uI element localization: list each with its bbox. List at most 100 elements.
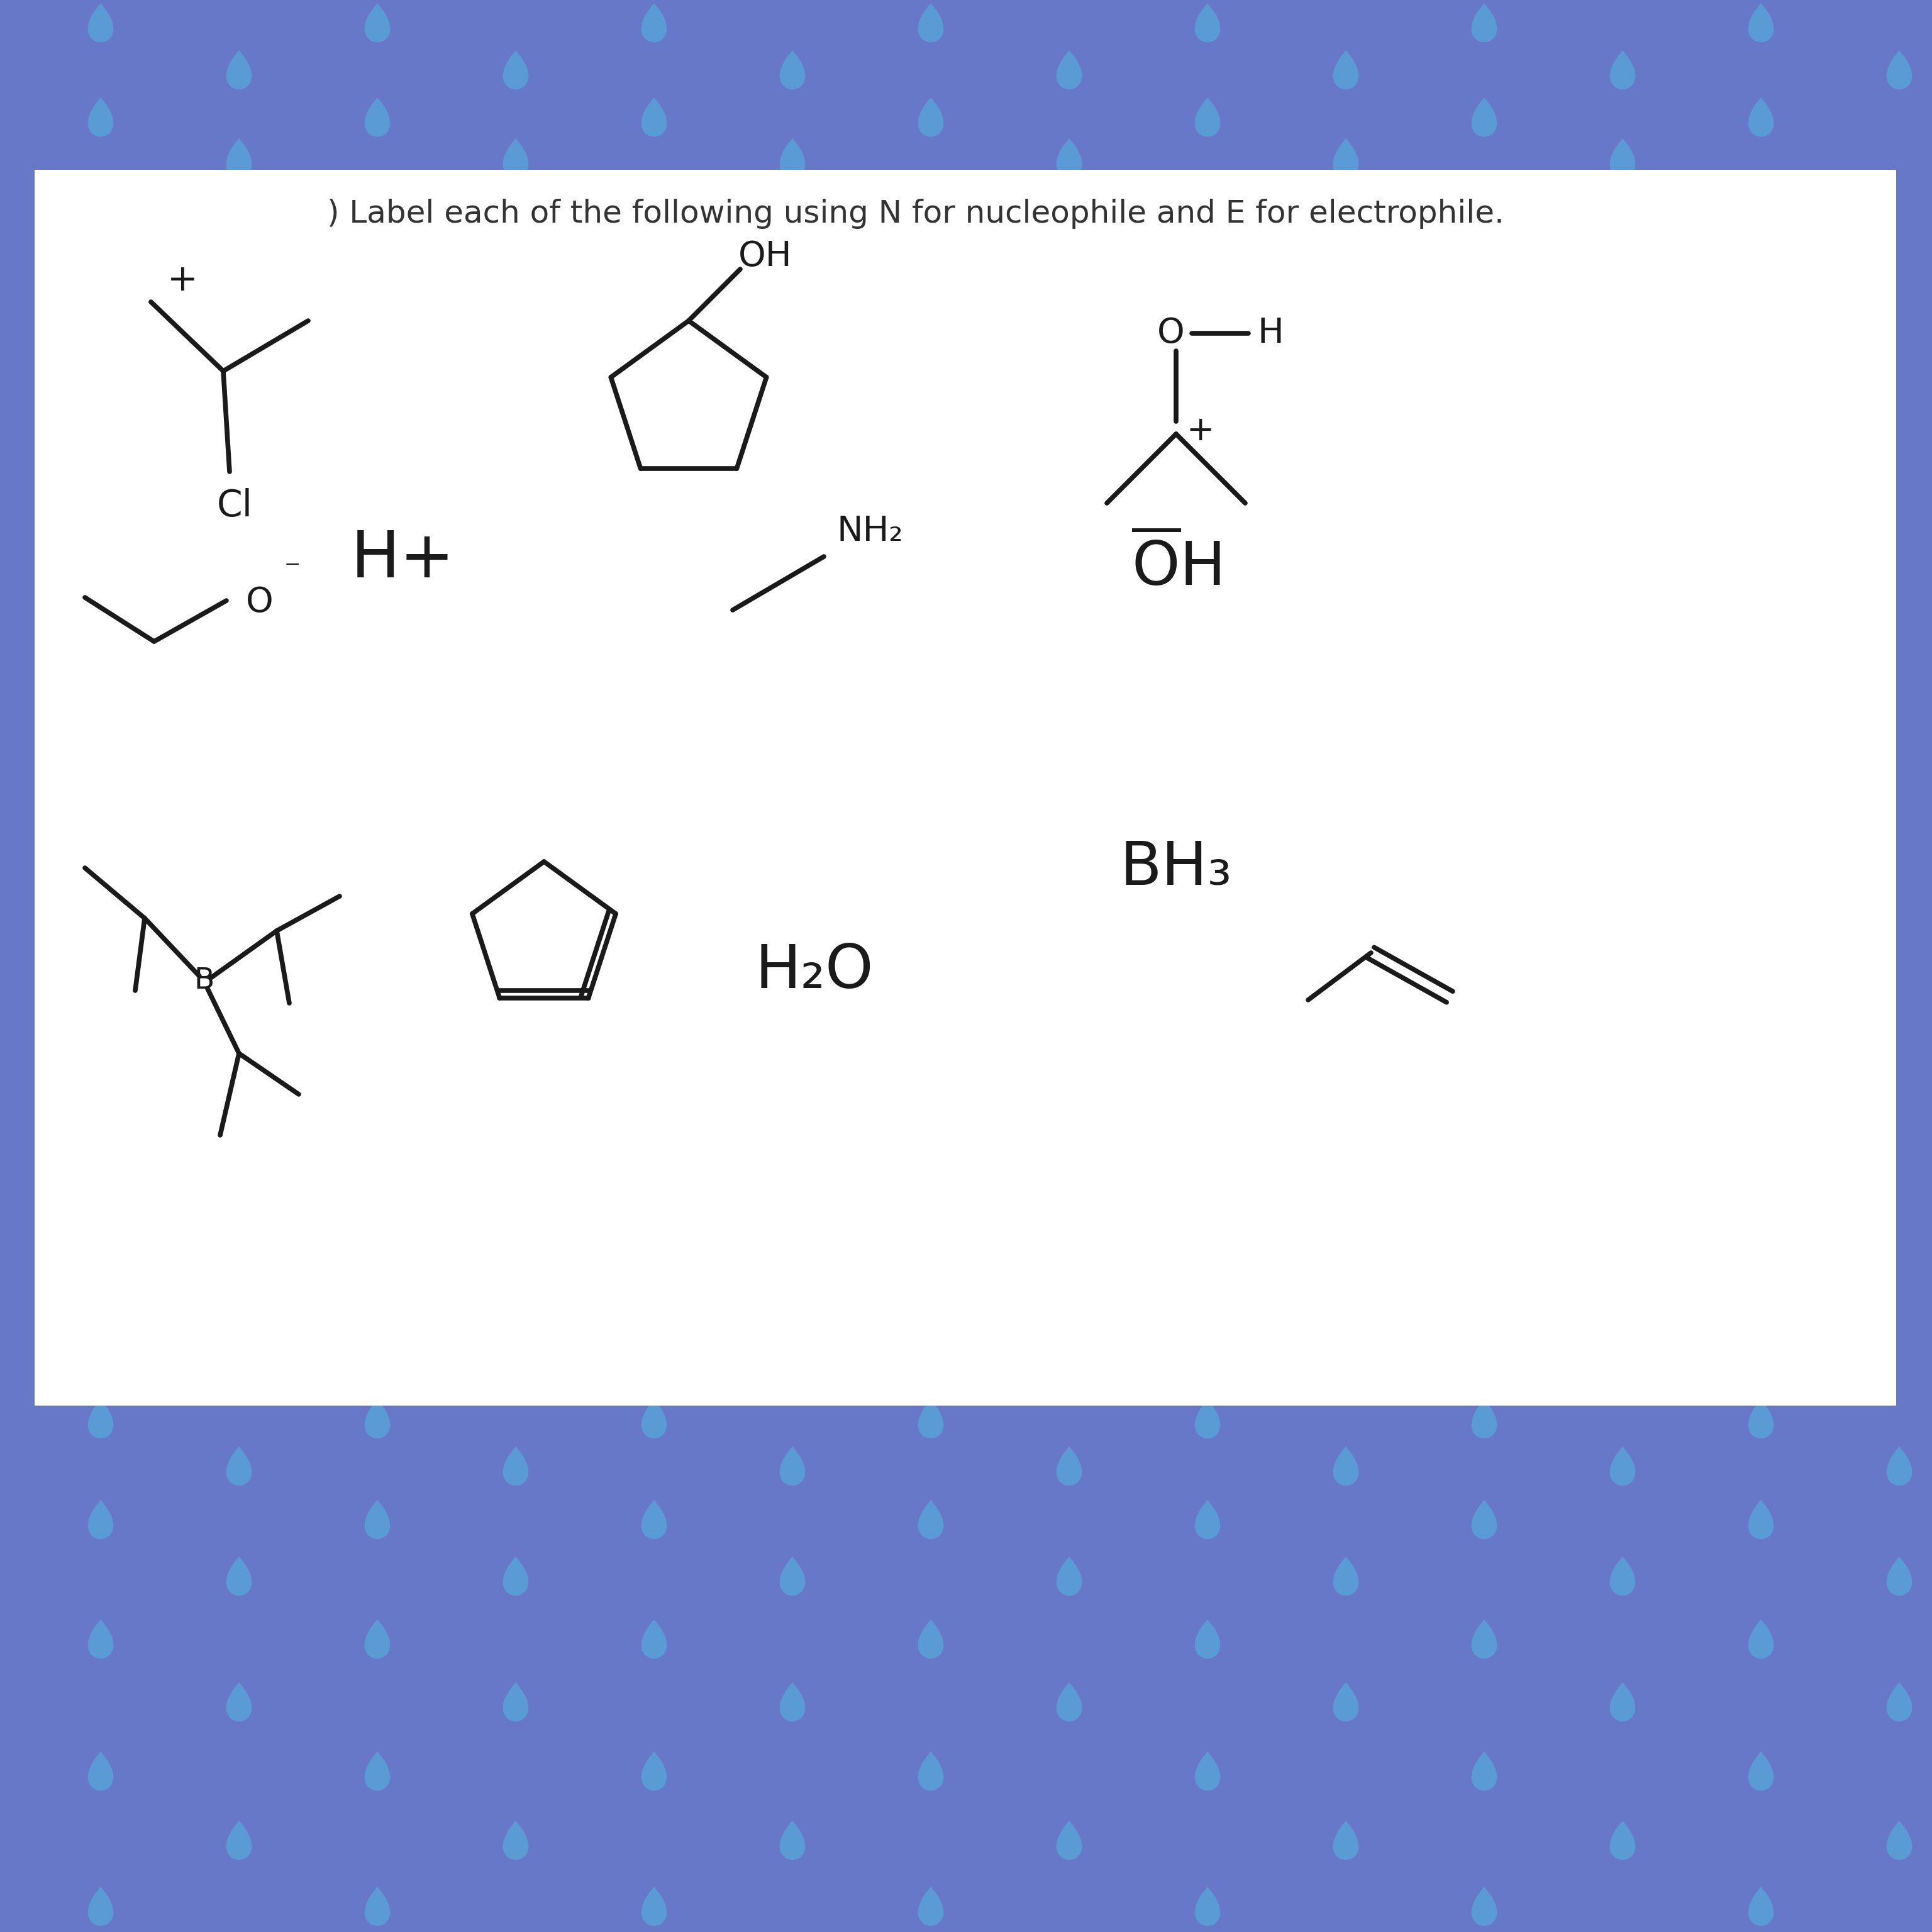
Polygon shape <box>641 1888 667 1926</box>
Polygon shape <box>365 1888 390 1926</box>
Polygon shape <box>1472 1619 1497 1658</box>
Polygon shape <box>918 4 943 43</box>
Text: B: B <box>195 966 214 995</box>
Polygon shape <box>1194 1752 1221 1791</box>
Polygon shape <box>87 99 114 137</box>
Polygon shape <box>1886 1822 1913 1861</box>
Polygon shape <box>1748 1619 1774 1658</box>
Polygon shape <box>1333 1447 1358 1486</box>
Polygon shape <box>87 4 114 43</box>
Polygon shape <box>1472 99 1497 137</box>
Polygon shape <box>1333 1683 1358 1721</box>
Polygon shape <box>1194 1501 1221 1540</box>
Polygon shape <box>918 99 943 137</box>
Polygon shape <box>1886 1683 1913 1721</box>
Polygon shape <box>502 1557 529 1596</box>
Polygon shape <box>365 1399 390 1439</box>
Bar <box>35 170 1895 1406</box>
Text: H: H <box>1258 317 1283 350</box>
Polygon shape <box>641 1752 667 1791</box>
Polygon shape <box>87 1888 114 1926</box>
Text: $\overline{\rm O}$H: $\overline{\rm O}$H <box>1132 535 1221 597</box>
Polygon shape <box>1472 1501 1497 1540</box>
Polygon shape <box>1609 1683 1634 1721</box>
Polygon shape <box>365 1619 390 1658</box>
Polygon shape <box>641 1619 667 1658</box>
Polygon shape <box>918 1888 943 1926</box>
Polygon shape <box>1472 1399 1497 1439</box>
Text: BH₃: BH₃ <box>1121 838 1233 896</box>
Polygon shape <box>1886 50 1913 89</box>
Polygon shape <box>1472 1752 1497 1791</box>
Polygon shape <box>641 99 667 137</box>
Polygon shape <box>1057 50 1082 89</box>
Polygon shape <box>226 1557 251 1596</box>
Polygon shape <box>502 139 529 178</box>
Polygon shape <box>1194 1399 1221 1439</box>
Polygon shape <box>1886 1557 1913 1596</box>
Polygon shape <box>502 1683 529 1721</box>
Polygon shape <box>781 1683 806 1721</box>
Text: ) Label each of the following using N for nucleophile and E for electrophile.: ) Label each of the following using N fo… <box>327 199 1505 228</box>
Text: H₂O: H₂O <box>755 943 873 1001</box>
Polygon shape <box>1333 1822 1358 1861</box>
Polygon shape <box>641 4 667 43</box>
Text: O: O <box>245 585 274 620</box>
Polygon shape <box>1748 1501 1774 1540</box>
Polygon shape <box>1057 1683 1082 1721</box>
Polygon shape <box>918 1619 943 1658</box>
Polygon shape <box>781 1557 806 1596</box>
Polygon shape <box>641 1501 667 1540</box>
Text: H+: H+ <box>350 527 454 591</box>
Polygon shape <box>918 1752 943 1791</box>
Polygon shape <box>781 1447 806 1486</box>
Text: NH₂: NH₂ <box>837 514 902 549</box>
Polygon shape <box>226 1822 251 1861</box>
Text: +: + <box>166 263 197 298</box>
Polygon shape <box>1333 1557 1358 1596</box>
Polygon shape <box>918 1399 943 1439</box>
Polygon shape <box>87 1752 114 1791</box>
Polygon shape <box>226 50 251 89</box>
Polygon shape <box>1333 139 1358 178</box>
Polygon shape <box>1472 4 1497 43</box>
Polygon shape <box>1609 50 1634 89</box>
Polygon shape <box>641 1399 667 1439</box>
Polygon shape <box>502 50 529 89</box>
Polygon shape <box>1333 50 1358 89</box>
Polygon shape <box>226 139 251 178</box>
Text: Cl: Cl <box>216 489 253 524</box>
Polygon shape <box>1748 1888 1774 1926</box>
Polygon shape <box>1472 1888 1497 1926</box>
Polygon shape <box>918 1501 943 1540</box>
Polygon shape <box>226 1683 251 1721</box>
Polygon shape <box>1194 1888 1221 1926</box>
Text: OH: OH <box>738 240 792 274</box>
Text: +: + <box>1186 415 1213 446</box>
Polygon shape <box>365 1752 390 1791</box>
Polygon shape <box>87 1501 114 1540</box>
Polygon shape <box>1057 1557 1082 1596</box>
Polygon shape <box>1748 1752 1774 1791</box>
Polygon shape <box>1194 1619 1221 1658</box>
Polygon shape <box>365 99 390 137</box>
Polygon shape <box>87 1399 114 1439</box>
Polygon shape <box>1886 1447 1913 1486</box>
Polygon shape <box>1194 4 1221 43</box>
Polygon shape <box>781 1822 806 1861</box>
Polygon shape <box>1194 99 1221 137</box>
Polygon shape <box>1748 1399 1774 1439</box>
Polygon shape <box>1609 1822 1634 1861</box>
Polygon shape <box>1057 1447 1082 1486</box>
Polygon shape <box>1609 1557 1634 1596</box>
Polygon shape <box>226 1447 251 1486</box>
Polygon shape <box>1609 139 1634 178</box>
Polygon shape <box>1748 4 1774 43</box>
Polygon shape <box>1057 1822 1082 1861</box>
Text: O: O <box>1157 317 1184 350</box>
Polygon shape <box>502 1447 529 1486</box>
Polygon shape <box>1748 99 1774 137</box>
Polygon shape <box>87 1619 114 1658</box>
Polygon shape <box>1057 139 1082 178</box>
Polygon shape <box>365 1501 390 1540</box>
